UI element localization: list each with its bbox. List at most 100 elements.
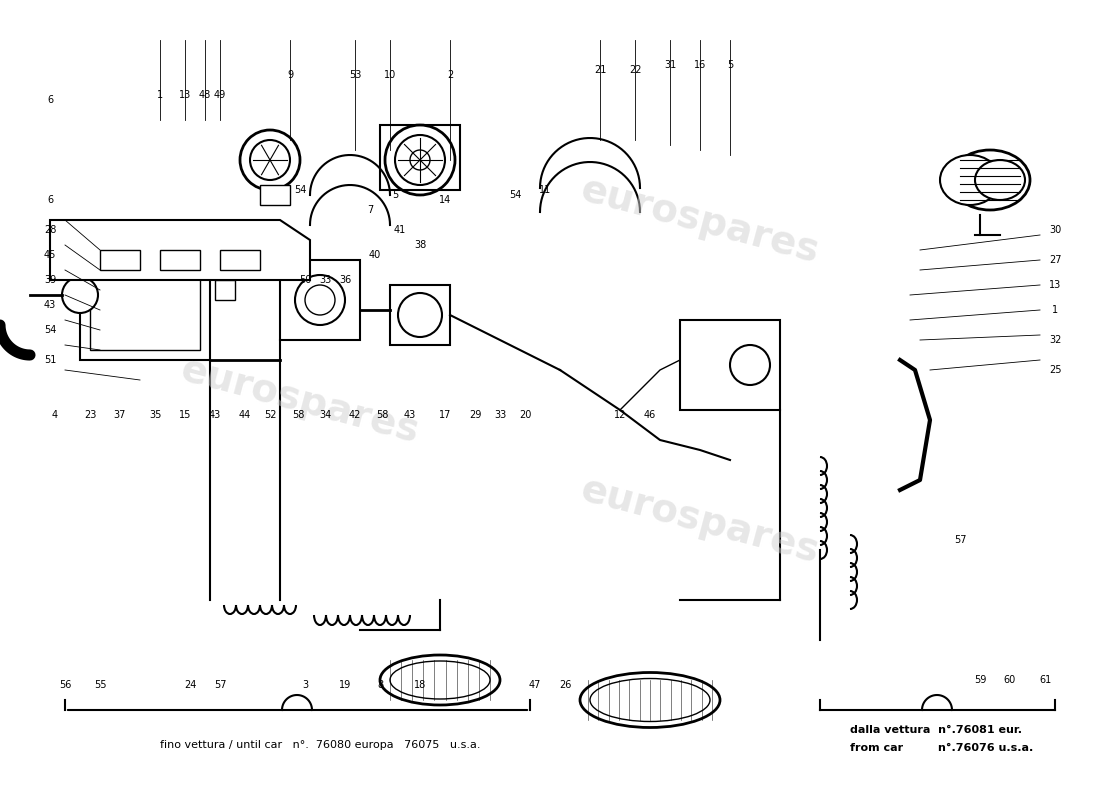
Text: 39: 39: [44, 275, 56, 285]
Circle shape: [305, 285, 336, 315]
Ellipse shape: [580, 673, 720, 727]
Text: 55: 55: [94, 680, 107, 690]
Bar: [80, 230, 210, 360]
Text: 7: 7: [367, 205, 373, 215]
Text: 43: 43: [44, 300, 56, 310]
Text: 1: 1: [157, 90, 163, 100]
Text: 36: 36: [339, 275, 351, 285]
Text: 56: 56: [58, 680, 72, 690]
Text: 8: 8: [377, 680, 383, 690]
Text: 19: 19: [339, 680, 351, 690]
Text: 58: 58: [292, 410, 305, 420]
Circle shape: [250, 140, 290, 180]
Ellipse shape: [975, 160, 1025, 200]
Bar: [220, 250, 260, 270]
Circle shape: [398, 293, 442, 337]
Text: 17: 17: [439, 410, 451, 420]
Text: 53: 53: [349, 70, 361, 80]
Text: 60: 60: [1004, 675, 1016, 685]
Circle shape: [730, 345, 770, 385]
Text: 57: 57: [954, 535, 966, 545]
Text: 11: 11: [539, 185, 551, 195]
Text: dalla vettura  n°.76081 eur.: dalla vettura n°.76081 eur.: [850, 725, 1022, 735]
Text: 23: 23: [84, 410, 96, 420]
Text: 13: 13: [1049, 280, 1061, 290]
Text: fino vettura / until car   n°.  76080 europa   76075   u.s.a.: fino vettura / until car n°. 76080 europ…: [160, 740, 481, 750]
Text: 49: 49: [213, 90, 227, 100]
Circle shape: [62, 277, 98, 313]
Text: 20: 20: [519, 410, 531, 420]
Text: 9: 9: [287, 70, 293, 80]
Text: 1: 1: [1052, 305, 1058, 315]
Text: 28: 28: [44, 225, 56, 235]
Circle shape: [295, 275, 345, 325]
Text: 41: 41: [394, 225, 406, 235]
Text: 57: 57: [213, 680, 227, 690]
Bar: [214, 280, 235, 300]
Text: 29: 29: [469, 410, 481, 420]
Text: 33: 33: [494, 410, 506, 420]
Text: 35: 35: [148, 410, 162, 420]
Circle shape: [240, 130, 300, 190]
Ellipse shape: [950, 150, 1030, 210]
Text: 5: 5: [727, 60, 733, 70]
Bar: [280, 260, 360, 340]
Bar: [260, 185, 290, 205]
Bar: [379, 125, 460, 190]
Circle shape: [410, 150, 430, 170]
Text: 34: 34: [319, 410, 331, 420]
Text: 54: 54: [44, 325, 56, 335]
Text: 25: 25: [1048, 365, 1062, 375]
Bar: [680, 320, 780, 410]
Text: 21: 21: [594, 65, 606, 75]
Text: eurospares: eurospares: [176, 350, 424, 450]
Text: 6: 6: [47, 95, 53, 105]
Ellipse shape: [379, 655, 500, 705]
Text: 33: 33: [319, 275, 331, 285]
Text: 4: 4: [52, 410, 58, 420]
Text: 47: 47: [529, 680, 541, 690]
Text: 46: 46: [644, 410, 656, 420]
Text: 16: 16: [694, 60, 706, 70]
Text: 15: 15: [179, 410, 191, 420]
Text: 6: 6: [47, 195, 53, 205]
Text: 22: 22: [629, 65, 641, 75]
Text: 5: 5: [392, 190, 398, 200]
Text: 24: 24: [184, 680, 196, 690]
Text: 43: 43: [404, 410, 416, 420]
Text: 10: 10: [384, 70, 396, 80]
Text: eurospares: eurospares: [576, 470, 824, 570]
Text: 58: 58: [376, 410, 388, 420]
Circle shape: [395, 135, 446, 185]
Text: 50: 50: [299, 275, 311, 285]
Ellipse shape: [390, 661, 490, 699]
Text: 18: 18: [414, 680, 426, 690]
Text: 38: 38: [414, 240, 426, 250]
Text: 3: 3: [301, 680, 308, 690]
Text: 45: 45: [44, 250, 56, 260]
Text: 54: 54: [294, 185, 306, 195]
Bar: [100, 250, 140, 270]
Bar: [90, 240, 200, 350]
Text: 59: 59: [974, 675, 987, 685]
Text: 12: 12: [614, 410, 626, 420]
Text: 27: 27: [1048, 255, 1062, 265]
Text: eurospares: eurospares: [576, 170, 824, 270]
Text: 14: 14: [439, 195, 451, 205]
Text: 30: 30: [1049, 225, 1061, 235]
Ellipse shape: [940, 155, 1000, 205]
Text: 43: 43: [209, 410, 221, 420]
Text: 61: 61: [1038, 675, 1052, 685]
Text: 37: 37: [113, 410, 127, 420]
Text: 52: 52: [264, 410, 276, 420]
Text: 26: 26: [559, 680, 571, 690]
Bar: [160, 250, 200, 270]
Text: 48: 48: [199, 90, 211, 100]
Text: 40: 40: [368, 250, 381, 260]
Ellipse shape: [590, 678, 710, 722]
Text: 54: 54: [509, 190, 521, 200]
Bar: [390, 285, 450, 345]
Circle shape: [385, 125, 455, 195]
Text: 42: 42: [349, 410, 361, 420]
Text: 2: 2: [447, 70, 453, 80]
